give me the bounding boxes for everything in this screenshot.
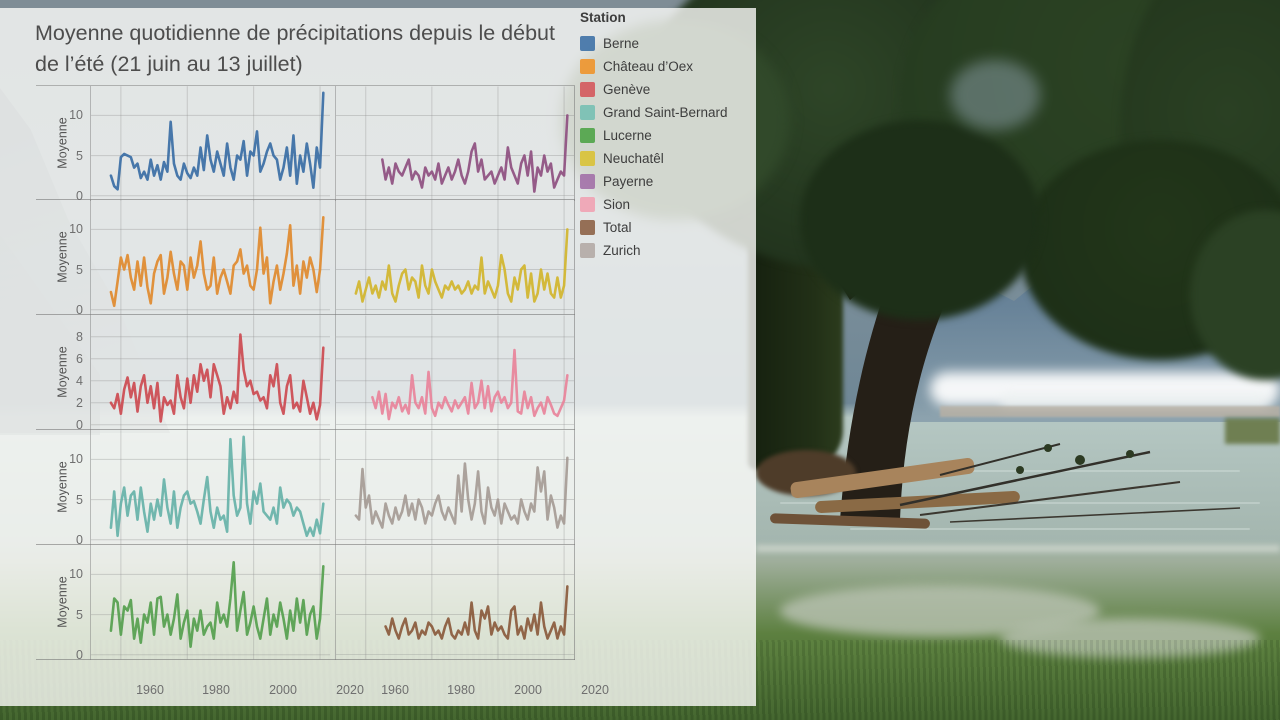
- chart-row: Moyenne 0 5 10: [36, 430, 575, 547]
- x-tick-label: 1960: [381, 683, 409, 697]
- color-swatch: [580, 243, 595, 258]
- x-tick-label: 2000: [269, 683, 297, 697]
- waterline-foam: [756, 545, 1280, 552]
- x-tick-label: 2020: [336, 683, 364, 697]
- legend-title: Station: [580, 10, 626, 25]
- chart-row: Moyenne 0 5 10: [36, 85, 575, 203]
- legend-item-berne[interactable]: Berne: [580, 32, 756, 55]
- x-tick-label: 1980: [447, 683, 475, 697]
- x-tick-label: 2020: [581, 683, 609, 697]
- far-shoreline: [940, 406, 1280, 417]
- color-swatch: [580, 220, 595, 235]
- y-axis-title: Moyenne: [55, 346, 70, 398]
- legend-item-geneve[interactable]: Genève: [580, 78, 756, 101]
- line-chart-payerne[interactable]: [335, 86, 575, 201]
- color-swatch: [580, 151, 595, 166]
- line-chart-neuchatel[interactable]: [335, 200, 575, 315]
- x-axis-left-column: 1960 1980 2000 2020: [120, 683, 364, 703]
- wave-line: [850, 528, 1250, 530]
- chart-row: Moyenne 0 5 10: [36, 200, 575, 317]
- chart-title: Moyenne quotidienne de précipitations de…: [35, 21, 555, 77]
- y-axis-title: Moyenne: [55, 231, 70, 283]
- y-axis-ticks: 0 5 10: [69, 567, 83, 662]
- legend-item-neuchatel[interactable]: Neuchatêl: [580, 147, 756, 170]
- tree-canopy: [800, 120, 1040, 320]
- line-chart-zurich[interactable]: [335, 430, 575, 545]
- cloud-band-2: [1000, 392, 1270, 408]
- line-chart-berne[interactable]: [90, 86, 330, 201]
- y-axis-ticks: 0 5 10: [69, 222, 83, 317]
- x-tick-label: 2000: [514, 683, 542, 697]
- line-chart-geneve[interactable]: [90, 315, 330, 430]
- color-swatch: [580, 36, 595, 51]
- fallen-branches: [899, 443, 1241, 523]
- color-swatch: [580, 82, 595, 97]
- legend-item-zurich[interactable]: Zurich: [580, 239, 756, 262]
- color-swatch: [580, 197, 595, 212]
- color-swatch: [580, 105, 595, 120]
- y-axis-title: Moyenne: [55, 576, 70, 628]
- color-swatch: [580, 59, 595, 74]
- legend-item-grand-saint-bernard[interactable]: Grand Saint-Bernard: [580, 101, 756, 124]
- legend-item-chateau-doex[interactable]: Château d’Oex: [580, 55, 756, 78]
- x-tick-label: 1980: [202, 683, 230, 697]
- wave-line: [820, 470, 1240, 472]
- y-axis-title: Moyenne: [55, 116, 70, 169]
- x-tick-label: 1960: [136, 683, 164, 697]
- legend-item-payerne[interactable]: Payerne: [580, 170, 756, 193]
- legend: Station Berne Château d’Oex Genève Grand…: [580, 10, 756, 262]
- line-chart-sion[interactable]: [335, 315, 575, 430]
- x-axis-right-column: 1960 1980 2000 2020: [365, 683, 609, 703]
- y-axis-title: Moyenne: [55, 461, 70, 513]
- y-axis-ticks: 0 5 10: [69, 108, 83, 203]
- line-chart-total[interactable]: [335, 545, 575, 660]
- chart-overlay-panel: [0, 8, 756, 706]
- legend-item-sion[interactable]: Sion: [580, 193, 756, 216]
- x-axis: 1960 1980 2000 2020 1960 1980 2000 2020: [126, 683, 611, 703]
- legend-list: Berne Château d’Oex Genève Grand Saint-B…: [580, 32, 756, 262]
- sky-gap: [950, 60, 1040, 130]
- puddle-reflection: [1000, 618, 1260, 658]
- line-chart-lucerne[interactable]: [90, 545, 330, 660]
- y-axis-ticks: 0 5 10: [69, 452, 83, 547]
- green-headland: [1225, 418, 1280, 444]
- color-swatch: [580, 174, 595, 189]
- chart-row: Moyenne 0 5 10: [36, 545, 575, 662]
- legend-item-total[interactable]: Total: [580, 216, 756, 239]
- legend-item-lucerne[interactable]: Lucerne: [580, 124, 756, 147]
- color-swatch: [580, 128, 595, 143]
- line-chart-chateau-doex[interactable]: [90, 200, 330, 315]
- line-chart-grand-saint-bernard[interactable]: [90, 430, 330, 545]
